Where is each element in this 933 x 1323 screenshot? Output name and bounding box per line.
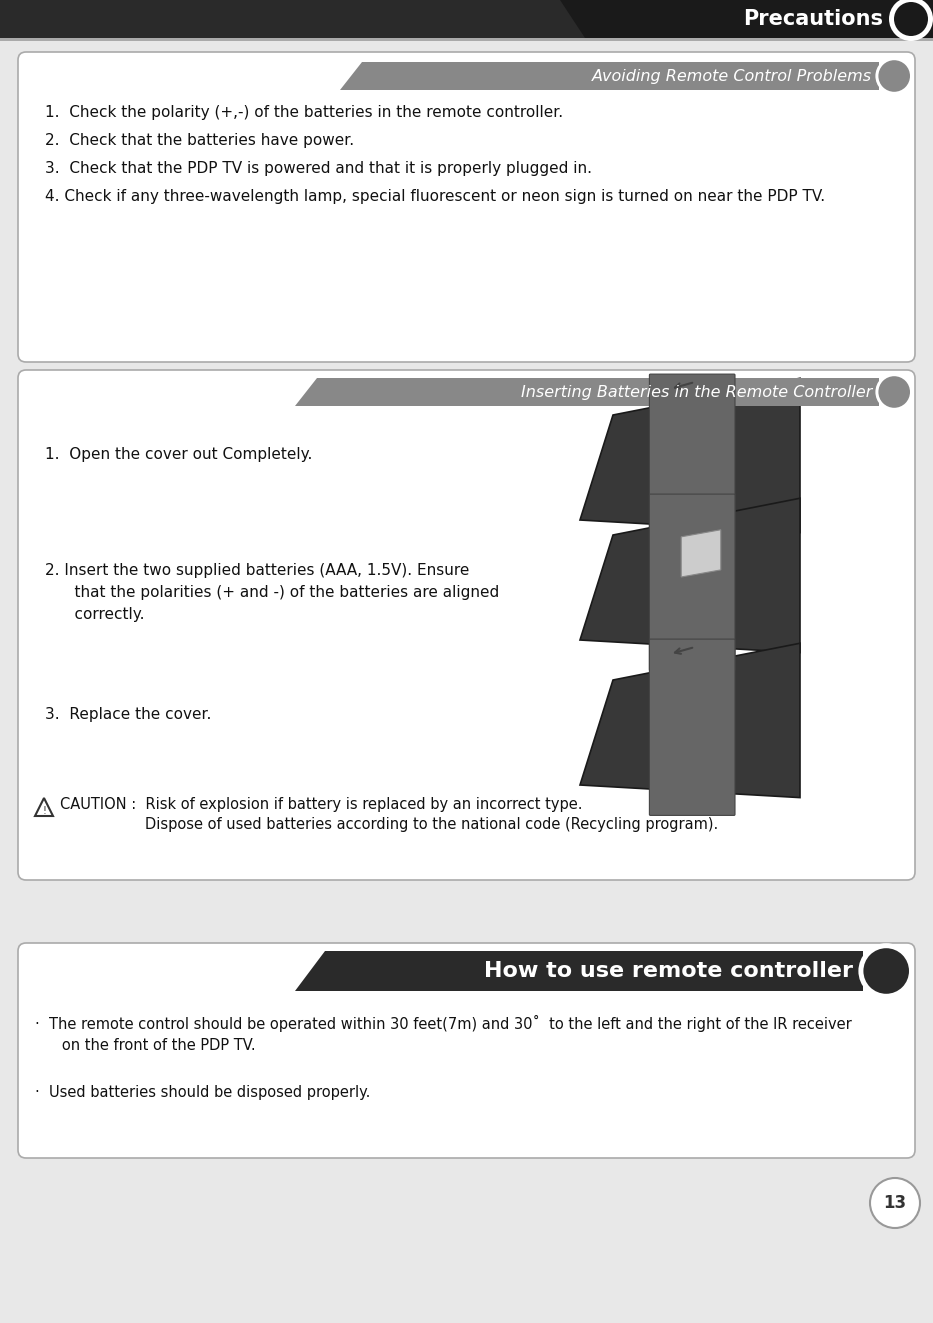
FancyBboxPatch shape xyxy=(649,374,735,550)
Text: 3.  Replace the cover.: 3. Replace the cover. xyxy=(45,708,212,722)
Text: Dispose of used batteries according to the national code (Recycling program).: Dispose of used batteries according to t… xyxy=(145,818,718,832)
Polygon shape xyxy=(580,499,800,652)
Text: correctly.: correctly. xyxy=(55,606,145,622)
Text: 13: 13 xyxy=(884,1193,907,1212)
Circle shape xyxy=(870,1177,920,1228)
Polygon shape xyxy=(340,62,880,90)
Bar xyxy=(0,38,933,41)
Polygon shape xyxy=(580,378,800,533)
Text: 2. Insert the two supplied batteries (AAA, 1.5V). Ensure: 2. Insert the two supplied batteries (AA… xyxy=(45,562,469,578)
Circle shape xyxy=(894,3,928,36)
Circle shape xyxy=(875,373,913,411)
Circle shape xyxy=(878,376,910,407)
Text: CAUTION :  Risk of explosion if battery is replaced by an incorrect type.: CAUTION : Risk of explosion if battery i… xyxy=(60,796,582,811)
Text: that the polarities (+ and -) of the batteries are aligned: that the polarities (+ and -) of the bat… xyxy=(55,585,499,599)
FancyBboxPatch shape xyxy=(649,639,735,815)
Text: ·  Used batteries should be disposed properly.: · Used batteries should be disposed prop… xyxy=(35,1085,370,1101)
FancyBboxPatch shape xyxy=(649,493,735,671)
Text: 3.  Check that the PDP TV is powered and that it is properly plugged in.: 3. Check that the PDP TV is powered and … xyxy=(45,160,592,176)
FancyBboxPatch shape xyxy=(18,52,915,363)
Bar xyxy=(0,0,933,38)
Text: Precautions: Precautions xyxy=(743,9,883,29)
Polygon shape xyxy=(681,529,721,577)
Polygon shape xyxy=(295,378,880,406)
Text: Inserting Batteries in the Remote Controller: Inserting Batteries in the Remote Contro… xyxy=(521,385,872,400)
Text: Avoiding Remote Control Problems: Avoiding Remote Control Problems xyxy=(592,69,872,83)
FancyBboxPatch shape xyxy=(18,370,915,880)
Polygon shape xyxy=(560,0,933,38)
Text: How to use remote controller: How to use remote controller xyxy=(484,960,854,980)
Text: 1.  Check the polarity (+,-) of the batteries in the remote controller.: 1. Check the polarity (+,-) of the batte… xyxy=(45,105,564,119)
Text: 4. Check if any three-wavelength lamp, special fluorescent or neon sign is turne: 4. Check if any three-wavelength lamp, s… xyxy=(45,188,825,204)
Circle shape xyxy=(863,949,909,994)
Circle shape xyxy=(889,0,933,41)
Polygon shape xyxy=(295,951,863,991)
Circle shape xyxy=(878,61,910,91)
Polygon shape xyxy=(580,643,800,798)
FancyBboxPatch shape xyxy=(18,943,915,1158)
Text: on the front of the PDP TV.: on the front of the PDP TV. xyxy=(48,1039,256,1053)
Text: ·  The remote control should be operated within 30 feet​(7m) and 30˚  to the lef: · The remote control should be operated … xyxy=(35,1015,852,1032)
Text: 2.  Check that the batteries have power.: 2. Check that the batteries have power. xyxy=(45,132,355,147)
Circle shape xyxy=(875,57,913,95)
Circle shape xyxy=(858,943,914,999)
Text: !: ! xyxy=(42,806,46,816)
Text: 1.  Open the cover out Completely.: 1. Open the cover out Completely. xyxy=(45,447,313,463)
